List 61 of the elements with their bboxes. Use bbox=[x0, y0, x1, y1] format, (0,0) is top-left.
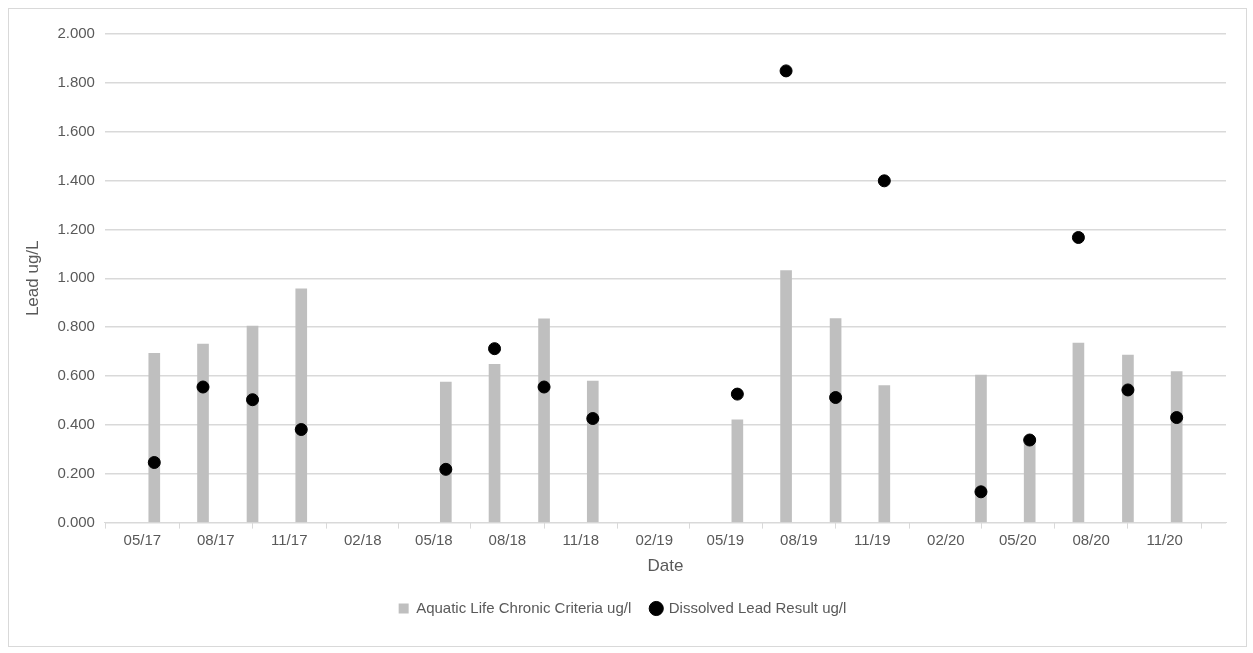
bar bbox=[148, 352, 161, 523]
point bbox=[974, 485, 988, 499]
y-tick-label: 0.800 bbox=[57, 317, 95, 335]
point bbox=[1170, 411, 1184, 425]
bar bbox=[538, 318, 550, 523]
point bbox=[294, 423, 308, 437]
x-tick-label: 02/20 bbox=[927, 530, 965, 548]
x-tick-label: 05/18 bbox=[415, 530, 453, 548]
bar bbox=[197, 343, 209, 523]
point bbox=[779, 64, 793, 78]
y-tick-label: 0.200 bbox=[57, 463, 95, 481]
x-tick-label: 11/17 bbox=[271, 530, 308, 548]
x-tick-label: 05/17 bbox=[123, 530, 162, 548]
x-tick-label: 02/19 bbox=[635, 530, 674, 548]
y-tick-label: 2.000 bbox=[57, 24, 95, 42]
bar bbox=[586, 380, 599, 523]
bar bbox=[439, 381, 452, 523]
bar bbox=[1072, 342, 1085, 523]
y-tick-label: 1.400 bbox=[57, 170, 95, 188]
legend-label: Dissolved Lead Result ug/l bbox=[668, 598, 847, 616]
bar bbox=[1023, 440, 1036, 523]
x-tick-label: 08/20 bbox=[1072, 530, 1110, 548]
point bbox=[1023, 433, 1037, 447]
bar bbox=[295, 288, 308, 523]
bar bbox=[780, 270, 792, 523]
point bbox=[246, 393, 260, 407]
y-tick-label: 0.600 bbox=[57, 366, 95, 384]
y-tick-label: 1.800 bbox=[57, 73, 95, 90]
point bbox=[1071, 231, 1085, 244]
bar bbox=[731, 419, 744, 523]
point bbox=[1121, 383, 1135, 397]
point bbox=[877, 174, 891, 188]
x-tick-label: 11/19 bbox=[854, 530, 891, 548]
x-tick-label: 08/17 bbox=[197, 530, 235, 548]
point bbox=[829, 391, 843, 405]
x-tick-label: 11/20 bbox=[1146, 530, 1183, 548]
x-tick-label: 08/19 bbox=[780, 530, 818, 548]
legend-label: Aquatic Life Chronic Criteria ug/l bbox=[416, 598, 632, 616]
bar bbox=[878, 385, 891, 523]
y-tick-label: 0.400 bbox=[57, 415, 95, 433]
x-tick-label: 11/18 bbox=[562, 530, 600, 548]
x-tick-label: 05/20 bbox=[998, 530, 1037, 548]
y-tick-label: 1.200 bbox=[57, 219, 95, 237]
x-axis-title: Date bbox=[647, 556, 684, 576]
point bbox=[730, 387, 744, 401]
bar bbox=[975, 374, 987, 523]
y-tick-label: 1.000 bbox=[57, 268, 95, 286]
point bbox=[537, 380, 551, 394]
y-tick-label: 0.000 bbox=[57, 512, 95, 530]
bar bbox=[488, 363, 501, 523]
x-tick-label: 02/18 bbox=[343, 530, 382, 548]
y-axis-title: Lead ug/L bbox=[22, 240, 42, 317]
x-tick-label: 08/18 bbox=[488, 530, 527, 548]
point bbox=[196, 380, 210, 394]
point bbox=[439, 462, 453, 476]
point bbox=[147, 456, 161, 469]
bar bbox=[1122, 354, 1134, 523]
point bbox=[586, 412, 600, 426]
x-tick-label: 05/19 bbox=[706, 530, 745, 548]
y-tick-label: 1.600 bbox=[57, 121, 95, 139]
point bbox=[488, 342, 502, 356]
